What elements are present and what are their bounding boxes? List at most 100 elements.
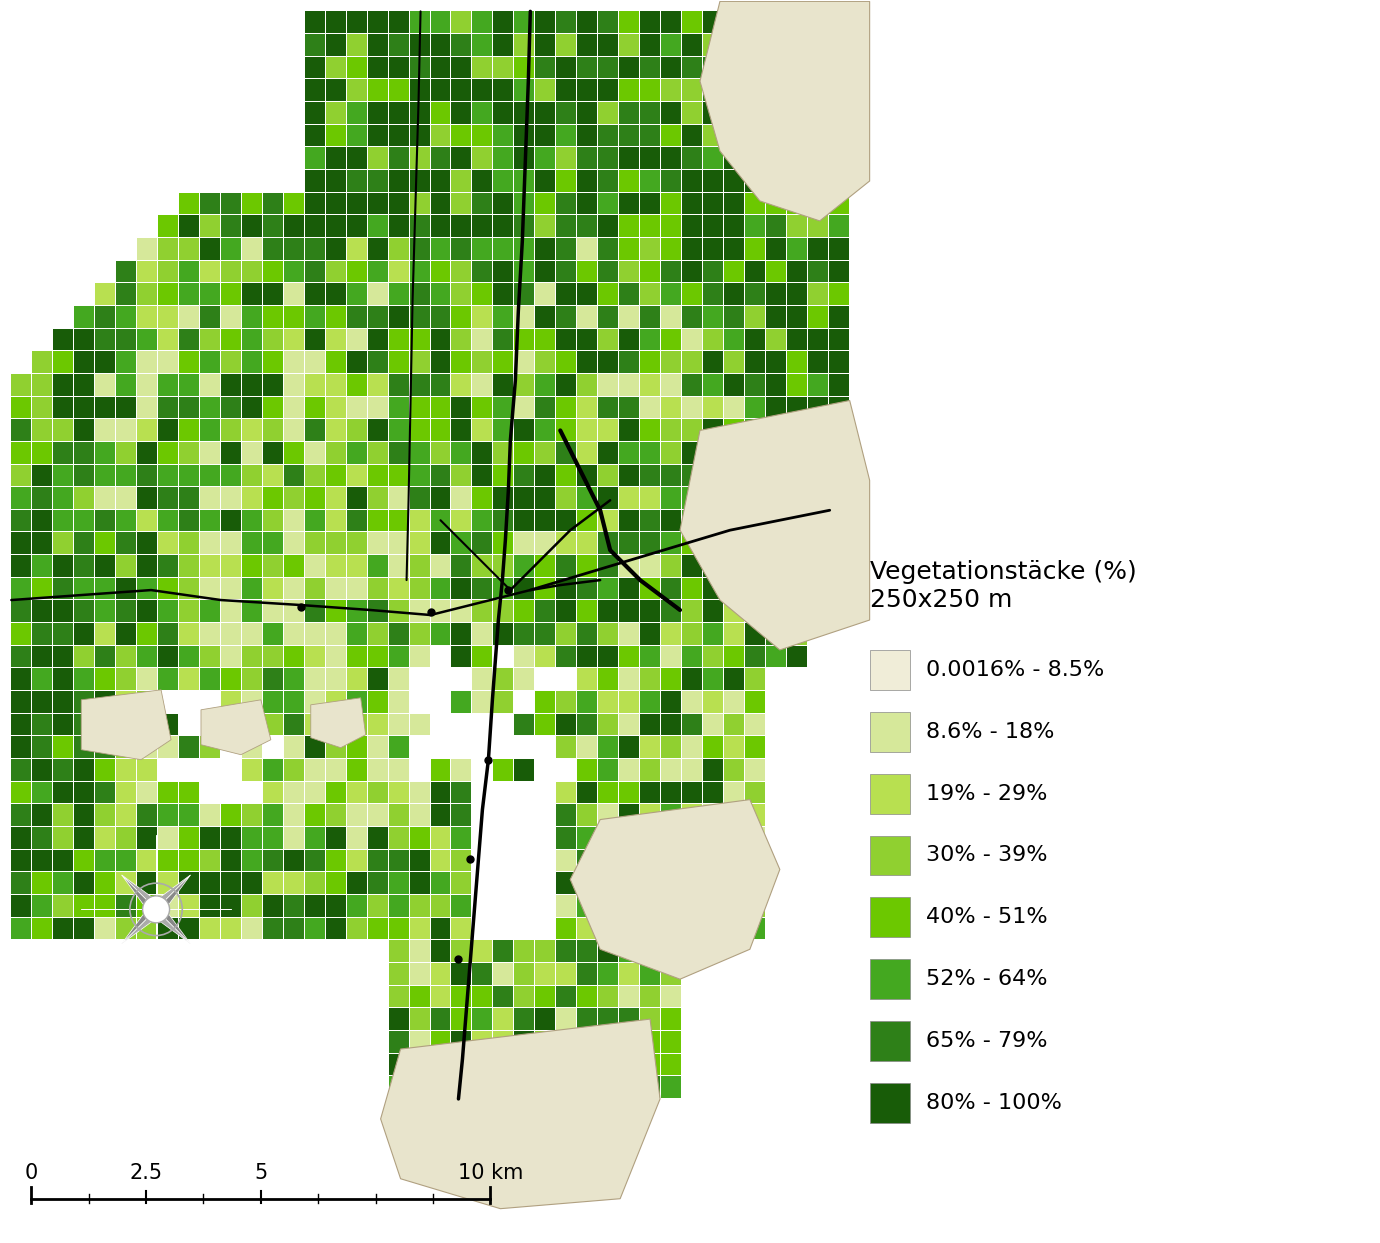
Bar bbox=[829, 102, 849, 123]
Bar bbox=[494, 148, 513, 169]
Bar bbox=[515, 1076, 534, 1098]
Bar bbox=[262, 532, 283, 554]
Bar bbox=[389, 419, 408, 441]
Bar bbox=[724, 441, 744, 464]
Bar bbox=[221, 804, 242, 827]
Bar bbox=[535, 397, 555, 418]
Bar bbox=[829, 124, 849, 147]
Bar bbox=[577, 374, 598, 395]
Bar bbox=[326, 578, 346, 599]
Bar bbox=[556, 532, 577, 554]
Bar bbox=[787, 148, 807, 169]
Bar bbox=[640, 986, 660, 1007]
Bar bbox=[724, 623, 744, 645]
Bar bbox=[869, 712, 909, 752]
Bar bbox=[620, 283, 639, 305]
Bar bbox=[137, 646, 157, 667]
Bar bbox=[724, 237, 744, 260]
Bar bbox=[75, 691, 94, 712]
Bar bbox=[535, 713, 555, 736]
Bar bbox=[535, 441, 555, 464]
Bar bbox=[54, 328, 73, 351]
Bar bbox=[116, 352, 137, 373]
Bar bbox=[598, 57, 618, 78]
Bar bbox=[284, 873, 304, 894]
Bar bbox=[620, 782, 639, 803]
Bar bbox=[326, 124, 346, 147]
Bar bbox=[640, 578, 660, 599]
Bar bbox=[598, 261, 618, 282]
Bar bbox=[75, 441, 94, 464]
Bar bbox=[200, 827, 219, 849]
Bar bbox=[367, 623, 388, 645]
Bar bbox=[326, 102, 346, 123]
Bar bbox=[451, 850, 472, 871]
Bar bbox=[702, 397, 723, 418]
Bar bbox=[389, 646, 408, 667]
Bar bbox=[494, 306, 513, 328]
Bar bbox=[431, 237, 450, 260]
Bar bbox=[200, 261, 219, 282]
Bar bbox=[346, 669, 367, 690]
Bar bbox=[745, 215, 765, 237]
Bar bbox=[54, 736, 73, 758]
Bar bbox=[829, 283, 849, 305]
Bar bbox=[577, 215, 598, 237]
Bar bbox=[640, 124, 660, 147]
Bar bbox=[241, 261, 262, 282]
Bar bbox=[724, 215, 744, 237]
Bar bbox=[556, 578, 577, 599]
Bar bbox=[494, 374, 513, 395]
Bar bbox=[159, 215, 178, 237]
Bar bbox=[75, 736, 94, 758]
Bar bbox=[661, 193, 680, 214]
Bar bbox=[807, 80, 828, 101]
Bar bbox=[305, 827, 324, 849]
Bar bbox=[535, 646, 555, 667]
Bar bbox=[556, 986, 577, 1007]
Bar bbox=[577, 1076, 598, 1098]
Bar bbox=[724, 556, 744, 577]
Bar bbox=[54, 669, 73, 690]
Bar bbox=[389, 1008, 408, 1030]
Bar bbox=[200, 600, 219, 623]
Bar bbox=[262, 306, 283, 328]
Bar bbox=[159, 487, 178, 508]
Bar bbox=[787, 57, 807, 78]
Bar bbox=[75, 419, 94, 441]
Bar bbox=[389, 917, 408, 940]
Bar bbox=[702, 623, 723, 645]
Bar bbox=[346, 261, 367, 282]
Bar bbox=[346, 11, 367, 34]
Bar bbox=[661, 556, 680, 577]
Bar bbox=[241, 713, 262, 736]
Bar bbox=[410, 963, 429, 984]
Bar bbox=[389, 713, 408, 736]
Bar bbox=[431, 465, 450, 486]
Bar bbox=[221, 917, 242, 940]
Bar bbox=[556, 328, 577, 351]
Bar bbox=[682, 578, 702, 599]
Bar bbox=[389, 578, 408, 599]
Bar bbox=[75, 782, 94, 803]
Bar bbox=[389, 669, 408, 690]
Bar bbox=[472, 374, 493, 395]
Bar bbox=[661, 465, 680, 486]
Bar bbox=[346, 441, 367, 464]
Text: 30% - 39%: 30% - 39% bbox=[926, 845, 1047, 865]
Bar bbox=[515, 441, 534, 464]
Bar bbox=[75, 850, 94, 871]
Bar bbox=[745, 600, 765, 623]
Bar bbox=[95, 306, 115, 328]
Bar bbox=[367, 465, 388, 486]
Bar bbox=[137, 736, 157, 758]
Bar bbox=[766, 57, 785, 78]
Bar bbox=[577, 1054, 598, 1075]
Bar bbox=[262, 397, 283, 418]
Bar bbox=[682, 827, 702, 849]
Bar bbox=[241, 691, 262, 712]
Bar bbox=[346, 102, 367, 123]
Bar bbox=[620, 1054, 639, 1075]
Bar bbox=[200, 374, 219, 395]
Bar bbox=[159, 600, 178, 623]
